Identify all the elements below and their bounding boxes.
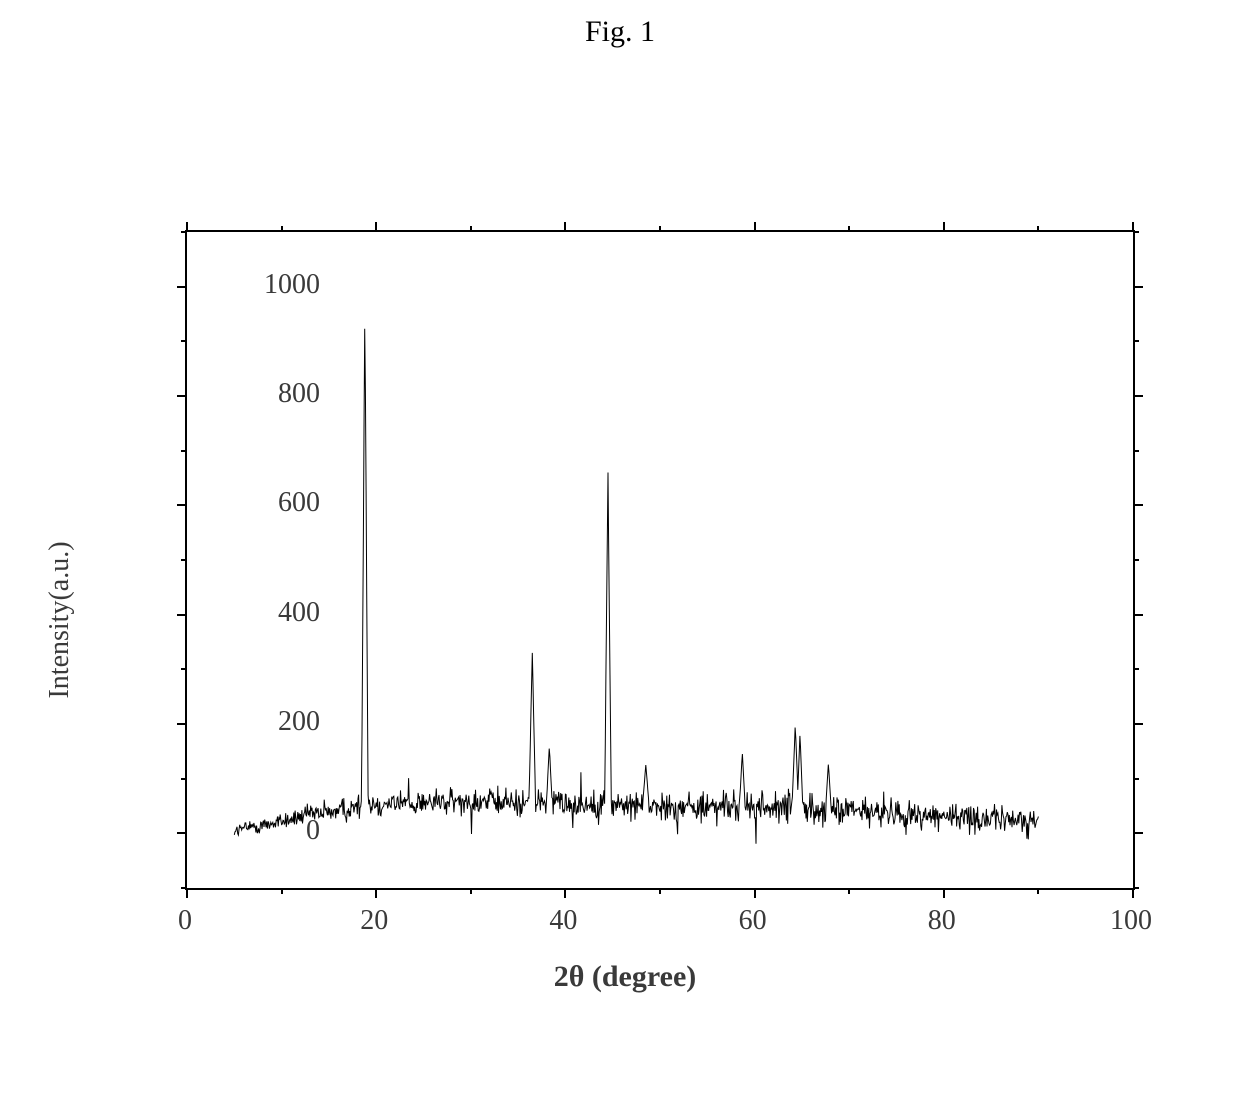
x-tick-label: 80 bbox=[928, 905, 956, 937]
y-tick-label: 400 bbox=[220, 597, 320, 629]
figure-label: Fig. 1 bbox=[585, 15, 655, 49]
x-tick-label: 60 bbox=[739, 905, 767, 937]
x-tick-label: 0 bbox=[178, 905, 192, 937]
x-tick-label: 20 bbox=[360, 905, 388, 937]
y-axis-label: Intensity(a.u.) bbox=[44, 541, 76, 698]
y-tick-label: 1000 bbox=[220, 269, 320, 301]
y-tick-label: 200 bbox=[220, 706, 320, 738]
y-tick-label: 0 bbox=[220, 815, 320, 847]
x-axis-label: 2θ (degree) bbox=[554, 960, 697, 994]
xrd-plot: Intensity(a.u.) 2θ (degree) 020040060080… bbox=[75, 230, 1175, 1010]
y-tick-label: 800 bbox=[220, 378, 320, 410]
x-tick-label: 100 bbox=[1110, 905, 1152, 937]
y-tick-label: 600 bbox=[220, 487, 320, 519]
data-trace bbox=[187, 232, 1133, 888]
x-tick-label: 40 bbox=[549, 905, 577, 937]
plot-frame bbox=[185, 230, 1135, 890]
